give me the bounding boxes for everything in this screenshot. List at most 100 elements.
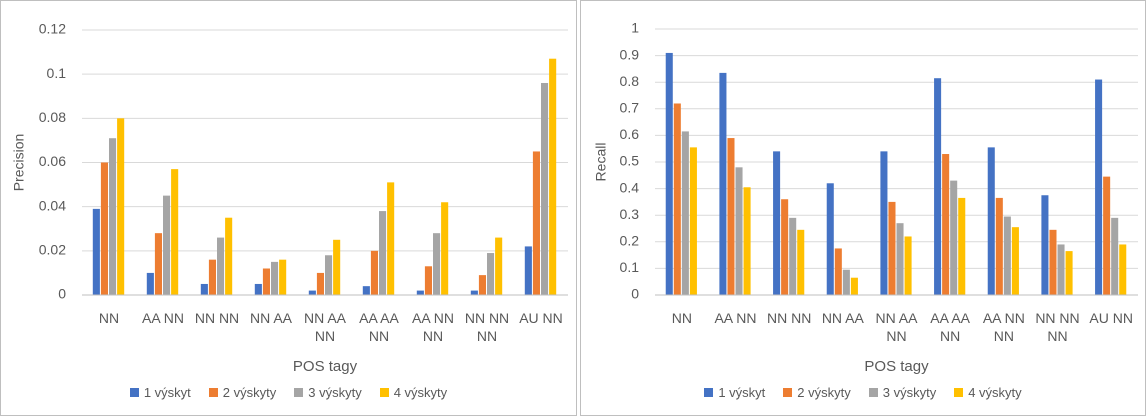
y-tick-label: 0 <box>631 286 639 302</box>
bar <box>163 195 171 295</box>
bar <box>743 187 751 295</box>
bar <box>478 275 486 295</box>
legend-item: 2 výskyty <box>783 385 851 400</box>
bar <box>727 138 735 295</box>
bar <box>942 154 950 295</box>
bar <box>1095 79 1103 295</box>
legend-label: 3 výskyty <box>308 385 362 400</box>
bar <box>117 118 125 295</box>
bar <box>92 208 100 295</box>
bar <box>424 266 432 295</box>
y-tick-label: 0.06 <box>39 153 66 169</box>
bar <box>217 237 225 295</box>
legend-swatch <box>868 388 878 397</box>
bar <box>1103 176 1111 295</box>
legend-label: 4 výskyty <box>393 385 448 400</box>
bar <box>308 290 316 295</box>
bar <box>100 162 108 295</box>
bar <box>362 286 370 295</box>
x-tick-label: NN AA <box>821 310 864 326</box>
legend-item: 1 výskyt <box>129 385 191 400</box>
x-tick-label: NN NN NN <box>464 310 510 344</box>
x-tick-label: NN <box>671 310 692 326</box>
legend-label: 1 výskyt <box>143 385 191 400</box>
y-tick-label: 0.6 <box>620 126 640 142</box>
legend: 1 výskyt 2 výskyty 3 výskyty 4 výskyty <box>0 385 577 400</box>
y-tick-label: 0.2 <box>620 233 640 249</box>
bar <box>279 259 287 295</box>
bar <box>532 151 540 295</box>
y-tick-label: 0.9 <box>620 46 640 62</box>
bar <box>934 78 942 296</box>
panel-border <box>0 0 577 416</box>
legend-item: 4 výskyty <box>379 385 448 400</box>
bar <box>896 223 904 295</box>
bar <box>735 167 743 295</box>
bar <box>262 268 270 295</box>
bar <box>416 290 424 295</box>
x-tick-label: AU NN <box>1089 310 1133 326</box>
bar <box>387 182 395 295</box>
x-tick-label: AA NN <box>141 310 184 326</box>
bar <box>109 138 117 295</box>
bar <box>495 237 503 295</box>
y-tick-label: 0.1 <box>47 65 67 81</box>
bar <box>665 52 673 295</box>
bar <box>208 259 216 295</box>
bar <box>880 151 888 295</box>
y-tick-label: 0.04 <box>39 197 66 213</box>
bar <box>433 233 441 295</box>
legend-item: 4 výskyty <box>954 385 1022 400</box>
y-tick-label: 0.02 <box>39 242 66 258</box>
y-tick-label: 0.1 <box>620 259 640 275</box>
legend-item: 2 výskyty <box>208 385 276 400</box>
bar <box>1057 244 1065 295</box>
bar <box>1049 229 1057 295</box>
legend-swatch <box>783 388 793 397</box>
bar <box>789 217 797 295</box>
bar <box>1011 227 1019 295</box>
bar <box>524 246 532 295</box>
panel-border <box>580 0 1146 416</box>
y-tick-label: 0.8 <box>620 73 640 89</box>
x-tick-label: AU NN <box>519 310 563 326</box>
y-tick-label: 0.08 <box>39 109 66 125</box>
bar <box>549 58 557 296</box>
bar <box>541 83 549 295</box>
x-tick-label: AA AA NN <box>930 310 970 344</box>
x-axis-title: POS tagy <box>864 358 929 375</box>
bar <box>781 199 789 295</box>
bar <box>1065 251 1073 295</box>
bar <box>834 248 842 295</box>
bar <box>470 290 478 295</box>
bar <box>673 103 681 295</box>
bar <box>146 272 154 295</box>
legend-swatch <box>129 388 139 397</box>
x-tick-label: AA NN NN <box>982 310 1025 344</box>
legend-label: 1 výskyt <box>718 385 766 400</box>
bar <box>1003 216 1011 295</box>
bar <box>200 283 208 295</box>
bar <box>958 197 966 295</box>
bar <box>316 272 324 295</box>
x-tick-label: NN NN <box>766 310 812 326</box>
bar <box>225 217 233 295</box>
bar <box>888 201 896 295</box>
y-tick-label: 0.3 <box>620 206 640 222</box>
x-tick-label: NN <box>98 310 120 326</box>
y-tick-label: 0.4 <box>620 179 640 195</box>
legend-swatch <box>704 388 714 397</box>
bar <box>325 255 333 295</box>
legend-item: 1 výskyt <box>704 385 765 400</box>
x-axis-title: POS tagy <box>293 358 358 375</box>
bar <box>987 147 995 295</box>
legend-swatch <box>294 388 304 397</box>
y-tick-label: 0.7 <box>620 100 640 116</box>
legend-swatch <box>954 388 964 397</box>
y-axis-title: Precision <box>11 134 27 192</box>
bar <box>171 169 179 295</box>
x-tick-label: NN AA NN <box>303 310 346 344</box>
bar <box>719 72 727 295</box>
bar <box>995 197 1003 295</box>
